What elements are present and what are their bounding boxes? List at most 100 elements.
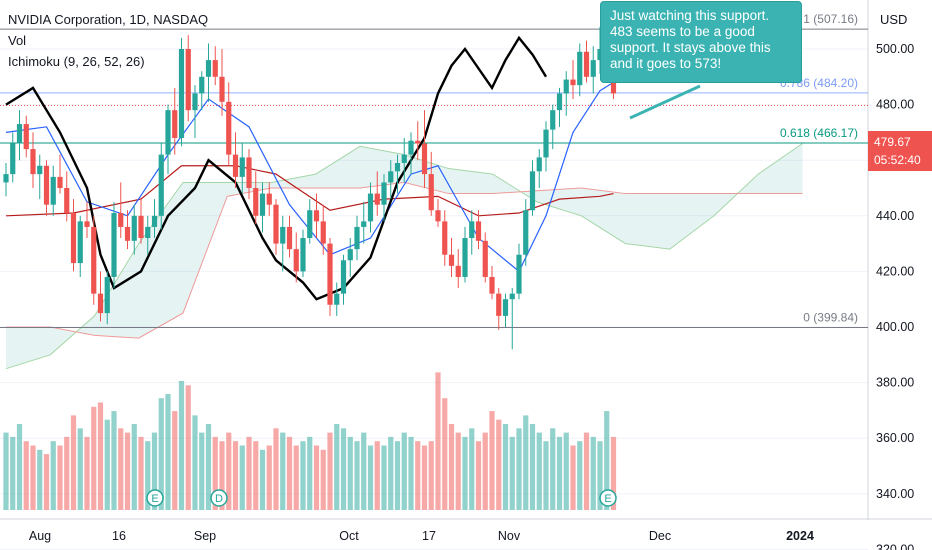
- volume-bar: [23, 441, 29, 510]
- candle-body: [266, 193, 272, 205]
- volume-bar: [16, 424, 23, 510]
- volume-bar: [388, 436, 394, 510]
- candle-body: [259, 193, 266, 216]
- volume-bar: [259, 449, 266, 510]
- candle-body: [70, 213, 77, 264]
- price-tick-label[interactable]: 340.00: [876, 487, 914, 501]
- volume-bar: [469, 428, 475, 510]
- volume-bar: [327, 432, 333, 510]
- candle-body: [280, 226, 286, 244]
- candle-body: [401, 154, 407, 163]
- candle-body: [327, 243, 333, 305]
- volume-bar: [448, 424, 455, 510]
- annotation-note[interactable]: Just watching this support. 483 seems to…: [600, 1, 802, 83]
- event-marker-letter[interactable]: D: [215, 493, 223, 505]
- candle-body: [30, 149, 36, 175]
- event-marker-letter[interactable]: E: [604, 493, 611, 505]
- volume-bar: [543, 441, 549, 510]
- volume-bar: [273, 428, 279, 510]
- volume-bar: [131, 424, 137, 510]
- earnings-icon[interactable]: [599, 489, 617, 507]
- price-tick-label[interactable]: 360.00: [876, 431, 914, 445]
- volume-indicator-label[interactable]: Vol: [8, 33, 27, 48]
- candle-body: [489, 276, 495, 294]
- volume-bar: [421, 445, 428, 510]
- candle-body: [509, 293, 515, 300]
- candle-body: [205, 60, 212, 77]
- dividend-icon[interactable]: [210, 489, 228, 507]
- time-tick-label[interactable]: Dec: [649, 529, 671, 543]
- time-tick-label[interactable]: 17: [422, 529, 436, 543]
- kijun-line: [5, 165, 614, 217]
- price-tick-label[interactable]: 380.00: [876, 376, 914, 390]
- candle-body: [104, 276, 110, 314]
- candle-body: [543, 129, 549, 158]
- ichimoku-indicator-label[interactable]: Ichimoku (9, 26, 52, 26): [8, 54, 145, 69]
- earnings-icon[interactable]: [146, 489, 164, 507]
- candle-body: [97, 293, 104, 314]
- volume-bar: [172, 411, 178, 510]
- volume-bar: [415, 441, 421, 510]
- time-tick-label[interactable]: Oct: [339, 529, 359, 543]
- volume-bar: [253, 441, 259, 510]
- time-tick-label[interactable]: 16: [112, 529, 126, 543]
- cloud-fill: [6, 143, 803, 369]
- price-axis[interactable]: 520.00500.00480.00460.00440.00420.00400.…: [876, 0, 914, 550]
- candle-body: [415, 140, 421, 144]
- volume-bar: [428, 441, 434, 510]
- candle-body: [77, 221, 83, 264]
- time-tick-label[interactable]: Sep: [194, 529, 216, 543]
- time-tick-label[interactable]: 2024: [786, 529, 814, 543]
- volume-bar: [43, 454, 50, 510]
- time-tick-label[interactable]: Aug: [29, 529, 51, 543]
- fib-level-label: 0.618 (466.17): [780, 126, 858, 140]
- candle-body: [286, 226, 293, 250]
- event-marker-letter[interactable]: E: [151, 493, 158, 505]
- time-axis[interactable]: Aug 16 Sep Oct 17 Nov Dec 2024: [29, 529, 814, 543]
- candle-body: [388, 171, 394, 183]
- volume-bar: [536, 432, 542, 510]
- price-tick-label[interactable]: 400.00: [876, 320, 914, 334]
- note-line: Just watching this support.: [610, 8, 770, 23]
- price-tick-label[interactable]: 500.00: [876, 42, 914, 56]
- volume-bar: [509, 436, 515, 510]
- candle-body: [590, 60, 596, 77]
- price-tick-label[interactable]: 440.00: [876, 209, 914, 223]
- volume-bar: [401, 432, 407, 510]
- candle-body: [91, 226, 97, 294]
- price-tick-label[interactable]: 420.00: [876, 264, 914, 278]
- candle-body: [111, 213, 117, 277]
- last-price-tag: 479.67 05:52:40: [868, 131, 932, 171]
- volume-bar: [489, 411, 495, 510]
- candle-body: [253, 188, 259, 216]
- price-tick-label[interactable]: 480.00: [876, 98, 914, 112]
- candle-body: [367, 193, 374, 222]
- symbol-title[interactable]: NVIDIA Corporation, 1D, NASDAQ: [8, 12, 209, 27]
- time-tick-label[interactable]: Nov: [498, 529, 521, 543]
- volume-bar: [502, 424, 509, 510]
- note-line: and it goes to 573!: [610, 56, 722, 71]
- candle-body: [374, 193, 380, 205]
- volume-bar: [64, 436, 70, 510]
- volume-bar: [320, 449, 326, 510]
- candle-body: [550, 110, 556, 130]
- price-tick-label[interactable]: 320.00: [876, 542, 914, 550]
- candle-body: [158, 154, 164, 216]
- volume-bar: [158, 398, 164, 510]
- fib-level-label: 0 (399.84): [803, 310, 858, 324]
- candle-body: [219, 76, 225, 102]
- volume-bar: [496, 419, 502, 510]
- volume-bar: [185, 385, 191, 510]
- candle-body: [178, 49, 185, 138]
- volume-bar: [550, 428, 556, 510]
- currency-label[interactable]: USD: [880, 12, 908, 27]
- candle-body: [192, 93, 198, 111]
- volume-bar: [84, 436, 90, 510]
- volume-bar: [178, 381, 185, 510]
- ichimoku-lines: [5, 35, 614, 301]
- volume-bar: [97, 402, 104, 510]
- volume-bar: [111, 411, 117, 510]
- candle-body: [536, 157, 542, 172]
- volume-bars: [3, 372, 617, 510]
